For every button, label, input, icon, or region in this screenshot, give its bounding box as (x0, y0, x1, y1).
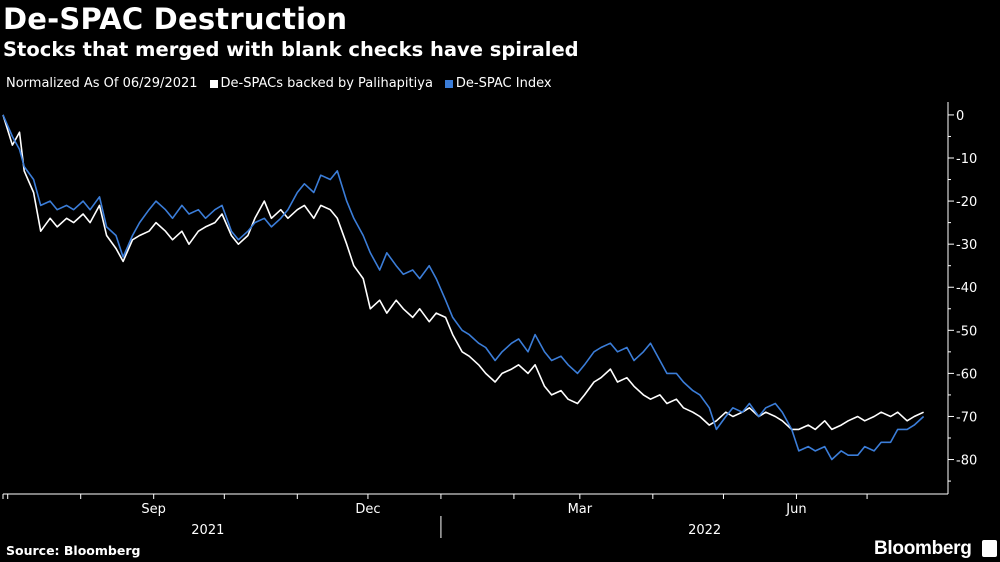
year-label: 2021 (191, 523, 224, 538)
legend-swatch-despac-index (444, 79, 453, 88)
y-tick-label: -70 (956, 410, 977, 425)
bloomberg-logo-icon (982, 540, 997, 557)
brand-logo-text: Bloomberg (874, 538, 972, 559)
legend-label-despac-index: De-SPAC Index (455, 76, 552, 91)
chart-subtitle: Stocks that merged with blank checks hav… (3, 38, 579, 61)
y-tick-label: -60 (956, 367, 977, 382)
y-tick-label: -80 (956, 454, 977, 469)
y-tick-label: -30 (956, 238, 977, 253)
legend: Normalized As Of 06/29/2021 De-SPACs bac… (6, 76, 552, 91)
chart-title: De-SPAC Destruction (3, 2, 348, 36)
y-tick-label: 0 (956, 109, 964, 124)
source-note: Source: Bloomberg (6, 543, 141, 558)
legend-label-palihapitiya: De-SPACs backed by Palihapitiya (220, 76, 433, 91)
y-axis: 0 -10 -20 -30 -40 -50 -60 -70 -80 (947, 102, 977, 494)
x-tick-label: Mar (568, 502, 593, 517)
series-line-despac-index (2, 114, 925, 461)
series-line-palihapitiya (2, 114, 924, 431)
legend-swatch-palihapitiya (209, 79, 218, 88)
x-tick-label: Jun (785, 502, 806, 517)
y-tick-label: -40 (956, 281, 977, 296)
series-layer (2, 114, 925, 461)
x-tick-label: Sep (141, 502, 166, 517)
year-label: 2022 (688, 523, 721, 538)
y-tick-label: -50 (956, 324, 977, 339)
y-tick-label: -20 (956, 195, 977, 210)
y-tick-label: -10 (956, 152, 977, 167)
x-tick-label: Dec (355, 502, 380, 517)
x-axis: Sep Dec Mar Jun 2021 2022 (2, 493, 948, 538)
legend-note: Normalized As Of 06/29/2021 (6, 76, 198, 91)
